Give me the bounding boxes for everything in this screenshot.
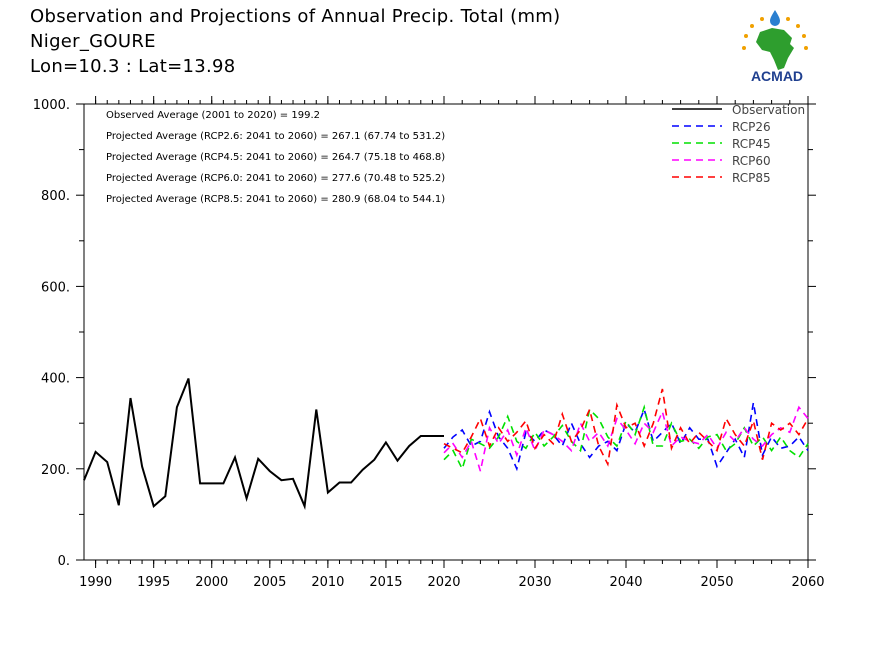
chart-title: Observation and Projections of Annual Pr… (30, 6, 561, 27)
y-tick-label: 1000. (33, 98, 70, 113)
x-tick-label: 2060 (791, 575, 824, 590)
legend-label: RCP26 (732, 120, 771, 134)
legend-label: RCP85 (732, 171, 771, 185)
annotation-line: Projected Average (RCP6.0: 2041 to 2060)… (106, 173, 445, 184)
x-tick-label: 1990 (79, 575, 112, 590)
station-name: Niger_GOURE (30, 31, 156, 52)
legend: Observation RCP26 RCP45 RCP60 RCP85 (672, 103, 805, 185)
x-tick-label: 2020 (427, 575, 460, 590)
legend-label: RCP60 (732, 154, 771, 168)
x-tick-label: 2000 (195, 575, 228, 590)
africa-map-icon (756, 28, 794, 70)
acmad-logo: ACMAD (742, 10, 808, 84)
water-drop-icon (770, 10, 780, 26)
x-tick-label: 2005 (253, 575, 286, 590)
x-tick-label: 2030 (518, 575, 551, 590)
y-tick-label: 400. (41, 372, 70, 387)
series-layer (83, 378, 809, 511)
legend-label: Observation (732, 103, 805, 117)
coordinates-label: Lon=10.3 : Lat=13.98 (30, 56, 236, 77)
y-tick-label: 0. (58, 554, 70, 569)
series-observation (83, 378, 444, 511)
plot-frame (83, 103, 809, 561)
annotation-line: Projected Average (RCP4.5: 2041 to 2060)… (106, 152, 445, 163)
annotation-line: Observed Average (2001 to 2020) = 199.2 (106, 110, 320, 121)
axis-ticks (76, 96, 816, 568)
legend-label: RCP45 (732, 137, 771, 151)
y-tick-label: 200. (41, 463, 70, 478)
x-tick-label: 1995 (137, 575, 170, 590)
x-tick-label: 2015 (369, 575, 402, 590)
sun-rays-icon (742, 17, 808, 50)
x-tick-label: 2040 (609, 575, 642, 590)
annotations: Observed Average (2001 to 2020) = 199.2 P… (106, 110, 445, 205)
y-tick-label: 600. (41, 280, 70, 295)
y-axis-labels: 0. 200. 400. 600. 800. 1000. (33, 98, 70, 569)
annotation-line: Projected Average (RCP2.6: 2041 to 2060)… (106, 131, 445, 142)
annotation-line: Projected Average (RCP8.5: 2041 to 2060)… (106, 194, 445, 205)
y-tick-label: 800. (41, 189, 70, 204)
series-rcp85 (443, 388, 809, 467)
series-rcp45 (443, 404, 809, 471)
x-axis-labels: 1990 1995 2000 2005 2010 2015 2020 2030 2040 2050… (79, 575, 824, 590)
logo-text: ACMAD (751, 68, 803, 84)
x-tick-label: 2050 (700, 575, 733, 590)
x-tick-label: 2010 (311, 575, 344, 590)
series-rcp60 (443, 405, 809, 472)
